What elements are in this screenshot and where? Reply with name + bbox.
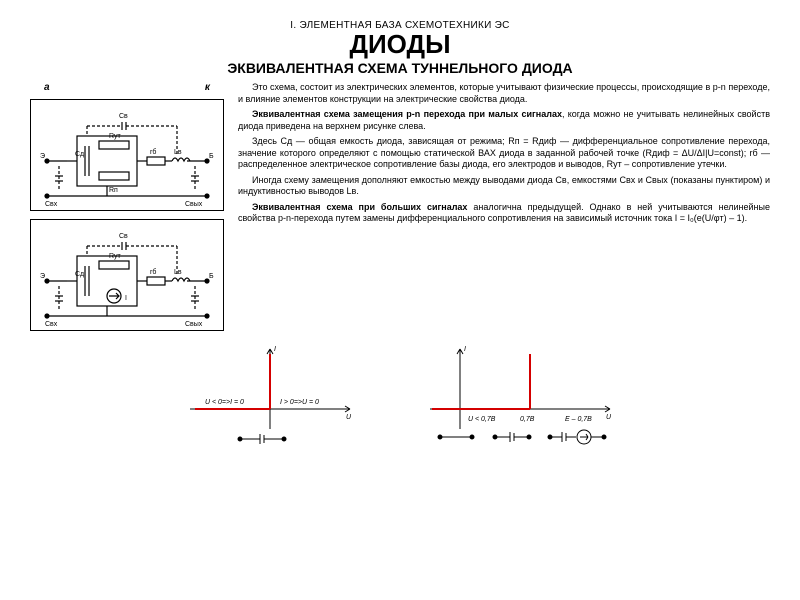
svg-text:Cвых: Cвых xyxy=(185,321,203,326)
svg-text:Б: Б xyxy=(209,273,214,280)
svg-text:0,7В: 0,7В xyxy=(520,416,535,423)
svg-text:U < 0=>I = 0: U < 0=>I = 0 xyxy=(205,399,244,406)
circuit-top-svg: Э Б Cв Rут Cд rб Lв Cвх Rп Cвых xyxy=(37,106,217,206)
svg-text:I > 0=>U = 0: I > 0=>U = 0 xyxy=(280,399,319,406)
svg-text:rб: rб xyxy=(150,148,156,156)
subtitle: ЭКВИВАЛЕНТНАЯ СХЕМА ТУННЕЛЬНОГО ДИОДА xyxy=(30,60,770,76)
svg-text:Cв: Cв xyxy=(119,233,128,240)
svg-text:rб: rб xyxy=(150,268,156,276)
cathode-label: к xyxy=(205,82,210,93)
text-column: Это схема, состоит из электрических элем… xyxy=(238,82,770,331)
svg-text:Б: Б xyxy=(209,153,214,160)
anode-label: а xyxy=(44,82,50,93)
svg-text:Э: Э xyxy=(40,153,45,160)
iv-curve-ideal: I U U < 0=>I = 0 I > 0=>U = 0 xyxy=(180,339,360,449)
iv-curves-row: I U U < 0=>I = 0 I > 0=>U = 0 I U U < 0,… xyxy=(30,339,770,449)
circuit-large-signal: Э Б Cв Rут Cд rб Lв Cвх I Cвых xyxy=(30,219,224,331)
svg-text:Rут: Rут xyxy=(109,133,122,140)
svg-text:Cвх: Cвх xyxy=(45,201,58,206)
svg-text:U: U xyxy=(346,414,352,421)
iv-curve-threshold: I U U < 0,7В 0,7В E – 0,7В xyxy=(420,339,620,449)
svg-text:E – 0,7В: E – 0,7В xyxy=(565,416,592,423)
para-5: Эквивалентная схема при больших сигналах… xyxy=(238,202,770,225)
circuit-bottom-svg: Э Б Cв Rут Cд rб Lв Cвх I Cвых xyxy=(37,226,217,326)
para-2: Эквивалентная схема замещения p-n перехо… xyxy=(238,109,770,132)
ak-labels: а к xyxy=(30,82,224,93)
diagrams-column: а к xyxy=(30,82,224,331)
svg-text:Э: Э xyxy=(40,273,45,280)
svg-text:Cвх: Cвх xyxy=(45,321,58,326)
para-3: Здесь Сд — общая емкость диода, зависяща… xyxy=(238,136,770,171)
svg-text:Cвых: Cвых xyxy=(185,201,203,206)
circuit-small-signal: Э Б Cв Rут Cд rб Lв Cвх Rп Cвых xyxy=(30,99,224,211)
svg-text:Cд: Cд xyxy=(75,271,84,278)
svg-text:Cв: Cв xyxy=(119,113,128,120)
svg-text:U: U xyxy=(606,414,612,421)
para-1: Это схема, состоит из электрических элем… xyxy=(238,82,770,105)
main-title: ДИОДЫ xyxy=(30,31,770,58)
svg-text:Lв: Lв xyxy=(174,149,182,156)
svg-text:I: I xyxy=(464,346,466,353)
svg-text:Lв: Lв xyxy=(174,269,182,276)
para-4: Иногда схему замещения дополняют емкость… xyxy=(238,175,770,198)
svg-text:U < 0,7В: U < 0,7В xyxy=(468,416,496,423)
svg-text:I: I xyxy=(274,346,276,353)
svg-text:I: I xyxy=(125,295,127,302)
svg-text:Rут: Rут xyxy=(109,253,122,260)
svg-text:Cд: Cд xyxy=(75,151,84,158)
svg-text:Rп: Rп xyxy=(109,187,118,194)
